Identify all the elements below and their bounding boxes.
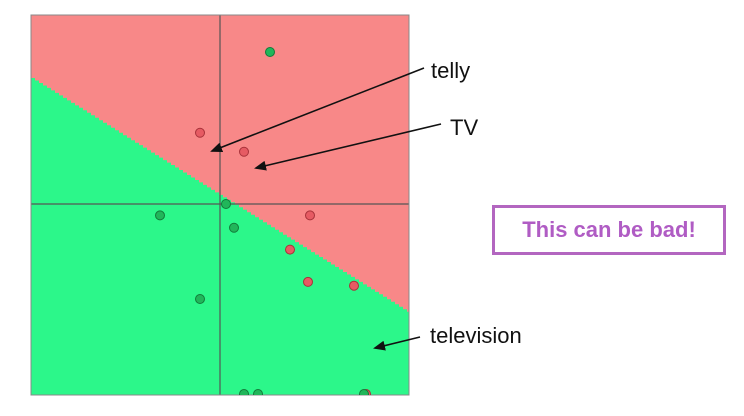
- data-point-red: [195, 127, 205, 138]
- data-point-green: [195, 294, 205, 304]
- data-point-green: [265, 47, 275, 57]
- data-point-green: [155, 210, 165, 221]
- television-label: television: [430, 323, 522, 348]
- telly-arrow: [210, 67, 425, 153]
- warning-callout: This can be bad!: [492, 205, 726, 255]
- telly-label: telly: [431, 58, 471, 83]
- plot-border: [30, 14, 410, 396]
- data-point-red: [303, 276, 313, 287]
- data-point-green: [359, 389, 369, 395]
- data-point-red: [305, 210, 315, 221]
- data-point-red: [349, 280, 359, 291]
- data-point-green: [221, 199, 231, 209]
- data-point-green: [253, 389, 263, 395]
- data-point-green: [239, 389, 249, 395]
- television-arrow: [373, 336, 421, 351]
- data-point-green: [229, 222, 239, 233]
- tv-arrow: [254, 123, 442, 171]
- data-points: [155, 47, 371, 395]
- data-point-red: [239, 146, 249, 157]
- data-point-red: [285, 244, 295, 255]
- tv-label: TV: [450, 115, 479, 140]
